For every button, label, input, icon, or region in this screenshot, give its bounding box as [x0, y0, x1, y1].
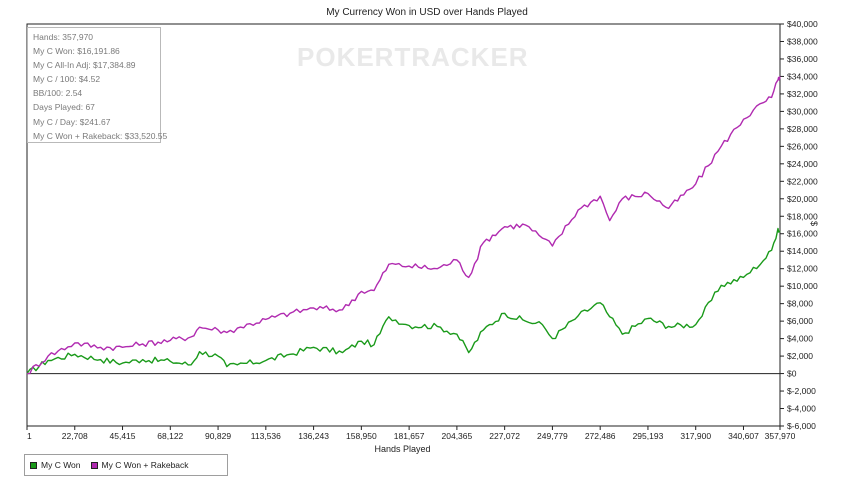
x-tick-label: 317,900	[680, 431, 711, 441]
y-tick-label: $18,000	[787, 211, 818, 221]
legend-swatch-purple	[90, 461, 98, 469]
y-tick-label: $4,000	[787, 334, 813, 344]
legend-item-won[interactable]: My C Won	[30, 460, 81, 470]
x-tick-label: 204,365	[442, 431, 473, 441]
series-line-won	[26, 227, 781, 375]
watermark-logo: POKERTRACKER	[297, 42, 529, 72]
y-tick-label: $36,000	[787, 54, 818, 64]
x-tick-label: 113,536	[251, 431, 281, 441]
stat-won-rakeback: My C Won + Rakeback: $33,520.55	[33, 130, 168, 141]
x-axis-label: Hands Played	[374, 444, 431, 454]
y-tick-label: $14,000	[787, 246, 818, 256]
y-tick-label: $28,000	[787, 124, 818, 134]
stat-per-100: My C / 100: $4.52	[33, 74, 101, 85]
x-tick-label: 1	[27, 431, 32, 441]
stat-hands: Hands: 357,970	[33, 32, 94, 42]
stat-bb-per-100: BB/100: 2.54	[33, 88, 83, 99]
y-tick-label: $-6,000	[787, 421, 816, 431]
chart-title: My Currency Won in USD over Hands Played	[326, 7, 528, 18]
y-tick-label: $6,000	[787, 316, 813, 326]
series-layer	[26, 76, 781, 375]
y-tick-label: $30,000	[787, 106, 818, 116]
y-tick-label: $38,000	[787, 36, 818, 46]
x-tick-label: 158,950	[346, 431, 377, 441]
stat-days-played: Days Played: 67	[33, 102, 95, 113]
plot-frame	[26, 23, 781, 427]
y-tick-label: $40,000	[787, 19, 818, 29]
x-tick-label: 227,072	[489, 431, 520, 441]
stat-won: My C Won: $16,191.86	[33, 46, 120, 57]
legend-label-won: My C Won	[41, 460, 81, 470]
x-tick-label: 357,970	[765, 431, 796, 441]
stats-box: Hands: 357,970 My C Won: $16,191.86 My C…	[27, 27, 168, 143]
x-tick-label: 295,193	[633, 431, 664, 441]
x-tick-label: 22,708	[62, 431, 88, 441]
x-tick-label: 249,779	[537, 431, 568, 441]
x-tick-label: 45,415	[110, 431, 136, 441]
x-tick-label: 136,243	[298, 431, 329, 441]
y-tick-label: $20,000	[787, 194, 818, 204]
y-tick-label: $-2,000	[787, 386, 816, 396]
y-tick-label: $12,000	[787, 264, 818, 274]
y-tick-label: $2,000	[787, 351, 813, 361]
y-tick-label: $26,000	[787, 141, 818, 151]
y-tick-label: $32,000	[787, 89, 818, 99]
legend: My C Won My C Won + Rakeback	[24, 454, 228, 476]
legend-item-rakeback[interactable]: My C Won + Rakeback	[90, 460, 189, 470]
stat-per-day: My C / Day: $241.67	[33, 116, 111, 127]
stat-allin-adj: My C All-In Adj: $17,384.89	[33, 60, 136, 71]
x-tick-label: 68,122	[157, 431, 183, 441]
y-tick-label: $-4,000	[787, 404, 816, 414]
y-axis-label: $	[809, 221, 819, 227]
y-tick-label: $16,000	[787, 229, 818, 239]
y-tick-label: $0	[787, 369, 797, 379]
y-tick-label: $8,000	[787, 299, 813, 309]
x-axis-ticks: 1 22,708 45,415 68,122 90,829 113,536 136,243 1…	[26, 426, 796, 441]
y-tick-label: $10,000	[787, 281, 818, 291]
y-tick-label: $34,000	[787, 71, 818, 81]
y-tick-label: $24,000	[787, 159, 818, 169]
x-tick-label: 272,486	[585, 431, 616, 441]
legend-label-rakeback: My C Won + Rakeback	[101, 460, 189, 470]
y-tick-label: $22,000	[787, 176, 818, 186]
series-line-rakeback	[26, 76, 781, 375]
y-axis-ticks: $40,000 $38,000 $36,000 $34,000 $32,000 $30,0…	[780, 19, 818, 431]
legend-swatch-green	[30, 461, 37, 469]
x-tick-label: 90,829	[205, 431, 231, 441]
x-tick-label: 181,657	[394, 431, 425, 441]
x-tick-label: 340,607	[728, 431, 759, 441]
